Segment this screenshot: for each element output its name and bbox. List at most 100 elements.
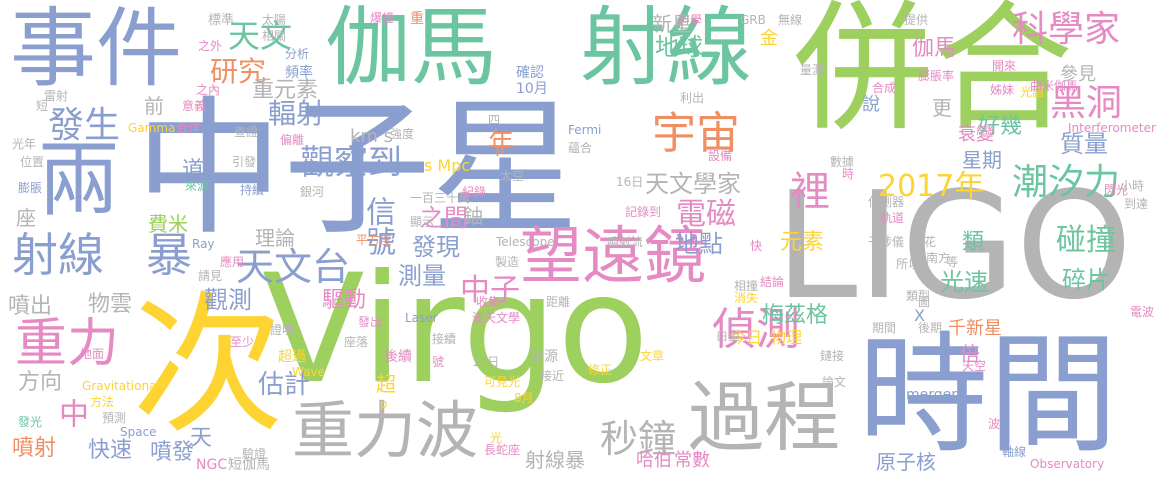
- word: 量測: [800, 63, 825, 77]
- word: 收集: [476, 295, 501, 309]
- word: 重力: [15, 314, 120, 374]
- word: 事件: [10, 0, 182, 99]
- word: 修正: [588, 363, 613, 377]
- word: 小時: [1120, 179, 1145, 193]
- word: 梅茲格: [762, 303, 829, 328]
- word: 距離: [546, 295, 571, 309]
- word: LIGO: [775, 160, 1133, 332]
- word: 座: [16, 206, 36, 230]
- word: 查證: [234, 125, 259, 139]
- word: 金: [760, 28, 778, 49]
- word: Space: [120, 425, 157, 439]
- word: 發光: [18, 415, 43, 429]
- word: 伽馬: [325, 0, 497, 98]
- word: 偵測: [712, 304, 800, 355]
- word: 爆撞: [370, 11, 395, 25]
- word: GRB: [740, 13, 766, 27]
- word: 之間: [420, 204, 468, 232]
- word: 天空: [962, 359, 987, 373]
- word: Telescope: [496, 235, 555, 249]
- word: 常數: [674, 450, 710, 471]
- word: 膨脹率: [918, 69, 955, 83]
- word: 鏈接: [820, 349, 845, 363]
- word: 意義: [182, 99, 207, 113]
- word: 鈾: [463, 204, 483, 228]
- word: 波源: [530, 349, 558, 365]
- word: 來源: [185, 179, 210, 193]
- word: 波天文學: [472, 311, 521, 325]
- word: X: [914, 306, 925, 325]
- word: Virgo: [262, 243, 650, 417]
- word: 數據: [830, 155, 855, 169]
- word: 相關: [262, 29, 287, 43]
- word: 理論: [255, 226, 295, 250]
- word: 參見: [1060, 64, 1096, 85]
- word: 時: [842, 167, 855, 181]
- word: 座落: [344, 335, 369, 349]
- word: 到達: [1124, 197, 1149, 211]
- word: 發出: [358, 315, 383, 329]
- word: 秒鐘: [600, 417, 677, 461]
- word: 確認: [516, 65, 544, 81]
- word: 更: [932, 96, 952, 120]
- word: 中子: [460, 273, 520, 308]
- word: 天文台: [236, 245, 351, 289]
- word: 所以: [896, 257, 921, 271]
- word: 時間: [858, 319, 1119, 471]
- word: 地點: [675, 230, 723, 258]
- word: 17日: [472, 355, 500, 369]
- word: 發生: [48, 105, 121, 146]
- word: merger: [906, 387, 958, 403]
- word: 8月: [514, 391, 534, 405]
- word: 費米: [148, 212, 188, 236]
- word: 暴: [146, 228, 192, 282]
- word: 16日: [616, 175, 644, 189]
- word: 分析: [285, 47, 310, 61]
- word: 道: [182, 158, 205, 183]
- word: NGC: [196, 457, 228, 473]
- word: 觀察到: [300, 143, 402, 183]
- word: 快: [750, 239, 763, 253]
- word: 預測: [102, 411, 127, 425]
- word: 應用: [220, 255, 245, 269]
- word: 質量: [1060, 130, 1108, 158]
- word: 物理: [770, 328, 803, 347]
- word: 製造: [495, 255, 520, 269]
- word: 觀測: [204, 286, 252, 314]
- word: Gamma: [128, 121, 176, 135]
- word: Laser: [405, 311, 438, 325]
- word: 過程: [688, 373, 840, 462]
- word: 強度: [390, 127, 415, 141]
- word: 今日: [730, 328, 763, 347]
- word: 中: [53, 398, 88, 428]
- word: 無線: [778, 13, 803, 27]
- word: 重力波: [292, 394, 479, 467]
- word: 噴發: [150, 440, 195, 465]
- word: 新星: [652, 12, 692, 36]
- word: 利出: [680, 91, 705, 105]
- word: 偏離: [280, 133, 305, 147]
- word: 開來: [992, 59, 1017, 73]
- word: 地球: [655, 33, 703, 61]
- word: 併合: [793, 0, 1074, 151]
- word: 中子星: [135, 83, 579, 255]
- word: 曲米伽馬: [1030, 79, 1079, 93]
- word: 白金: [716, 329, 741, 343]
- word: 標準: [208, 13, 235, 28]
- word: 黑洞: [1050, 83, 1123, 124]
- word: 四: [488, 113, 501, 127]
- word: 星期: [962, 148, 1002, 172]
- word: 次: [132, 277, 284, 454]
- word: 光譜: [1020, 85, 1045, 99]
- word: 文章: [640, 349, 665, 363]
- word: 測量: [398, 262, 446, 290]
- word: 長蛇座: [484, 443, 521, 457]
- word: 驗證: [242, 447, 267, 461]
- word: 射線: [580, 0, 752, 98]
- word: 銀河: [300, 185, 325, 199]
- word: 電波: [1130, 305, 1155, 319]
- word: 干涉儀: [868, 235, 905, 249]
- word: 光速: [940, 268, 988, 296]
- word: 引發: [232, 155, 257, 169]
